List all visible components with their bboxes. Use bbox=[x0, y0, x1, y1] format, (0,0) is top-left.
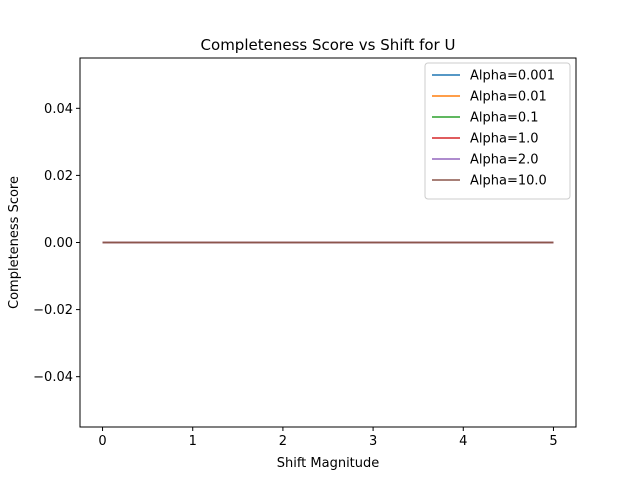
legend-label-5: Alpha=10.0 bbox=[470, 174, 547, 189]
x-tick-label: 5 bbox=[549, 434, 557, 449]
legend-label-1: Alpha=0.01 bbox=[470, 90, 547, 105]
legend-label-0: Alpha=0.001 bbox=[470, 69, 555, 84]
x-axis: 0 1 2 3 4 5 bbox=[98, 427, 558, 449]
legend-label-3: Alpha=1.0 bbox=[470, 132, 539, 147]
x-tick-label: 2 bbox=[279, 434, 287, 449]
legend: Alpha=0.001 Alpha=0.01 Alpha=0.1 Alpha=1.0 A… bbox=[424, 62, 571, 200]
legend-label-2: Alpha=0.1 bbox=[470, 111, 539, 126]
y-axis: −0.04 −0.02 0.00 0.02 0.04 bbox=[33, 102, 80, 385]
legend-label-4: Alpha=2.0 bbox=[470, 153, 539, 168]
x-tick-label: 4 bbox=[459, 434, 467, 449]
y-axis-label: Completeness Score bbox=[7, 176, 22, 309]
legend-box bbox=[424, 62, 571, 200]
chart-title: Completeness Score vs Shift for U bbox=[201, 36, 456, 54]
y-tick-label: 0.02 bbox=[44, 169, 73, 184]
y-tick-label: −0.04 bbox=[33, 370, 73, 385]
y-tick-label: −0.02 bbox=[33, 303, 73, 318]
x-tick-label: 3 bbox=[369, 434, 377, 449]
x-axis-label: Shift Magnitude bbox=[277, 456, 380, 471]
x-tick-label: 0 bbox=[98, 434, 106, 449]
y-tick-label: 0.00 bbox=[44, 236, 73, 251]
x-tick-label: 1 bbox=[189, 434, 197, 449]
y-tick-label: 0.04 bbox=[44, 102, 73, 117]
